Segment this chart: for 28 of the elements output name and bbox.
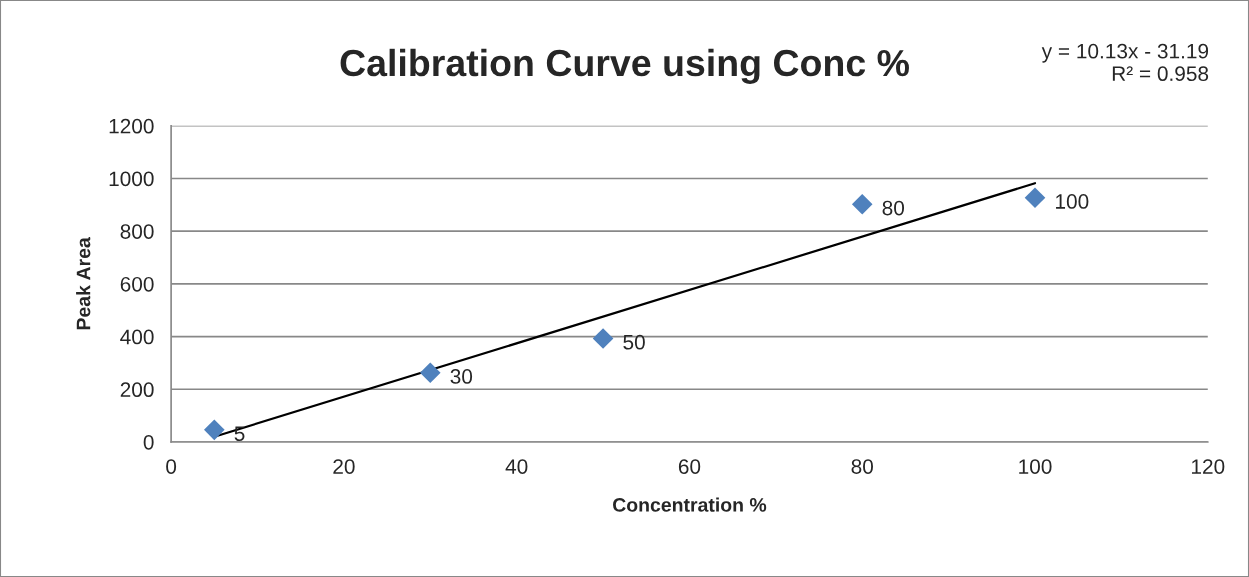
x-axis-title: Concentration % bbox=[613, 497, 767, 512]
y-tick-label: 1000 bbox=[109, 171, 154, 187]
point bbox=[851, 194, 873, 215]
x-tick-label: 20 bbox=[333, 459, 355, 474]
point bbox=[592, 328, 614, 349]
x-tick-label: 100 bbox=[1019, 459, 1052, 474]
point bbox=[1024, 187, 1046, 209]
x-tick-label: 80 bbox=[851, 459, 873, 474]
x-tick-label: 120 bbox=[1191, 459, 1225, 474]
x-tick-label: 0 bbox=[166, 459, 177, 474]
y-tick-label: 600 bbox=[120, 276, 154, 292]
y-axis-title: Peak Area bbox=[76, 237, 91, 330]
y-tick-label: 200 bbox=[120, 382, 154, 398]
point bbox=[204, 419, 225, 441]
x-tick-label: 60 bbox=[678, 459, 701, 474]
point bbox=[419, 362, 441, 383]
chart-title: Calibration Curve using Conc % bbox=[340, 48, 909, 84]
text: y = 10.13x - 31.19 R² = 0.958 bbox=[1041, 43, 1209, 82]
annotation: 30 bbox=[450, 369, 473, 384]
y-tick-label: 0 bbox=[143, 434, 154, 450]
y-tick-label: 800 bbox=[120, 224, 154, 239]
x-tick-label: 40 bbox=[505, 459, 528, 474]
y-tick-label: 400 bbox=[120, 329, 154, 345]
annotation: 5 bbox=[234, 426, 245, 442]
annotation: 50 bbox=[623, 334, 645, 350]
annotation: 80 bbox=[882, 200, 905, 216]
y-tick-label: 1200 bbox=[109, 118, 154, 134]
annotation: 100 bbox=[1056, 194, 1089, 209]
